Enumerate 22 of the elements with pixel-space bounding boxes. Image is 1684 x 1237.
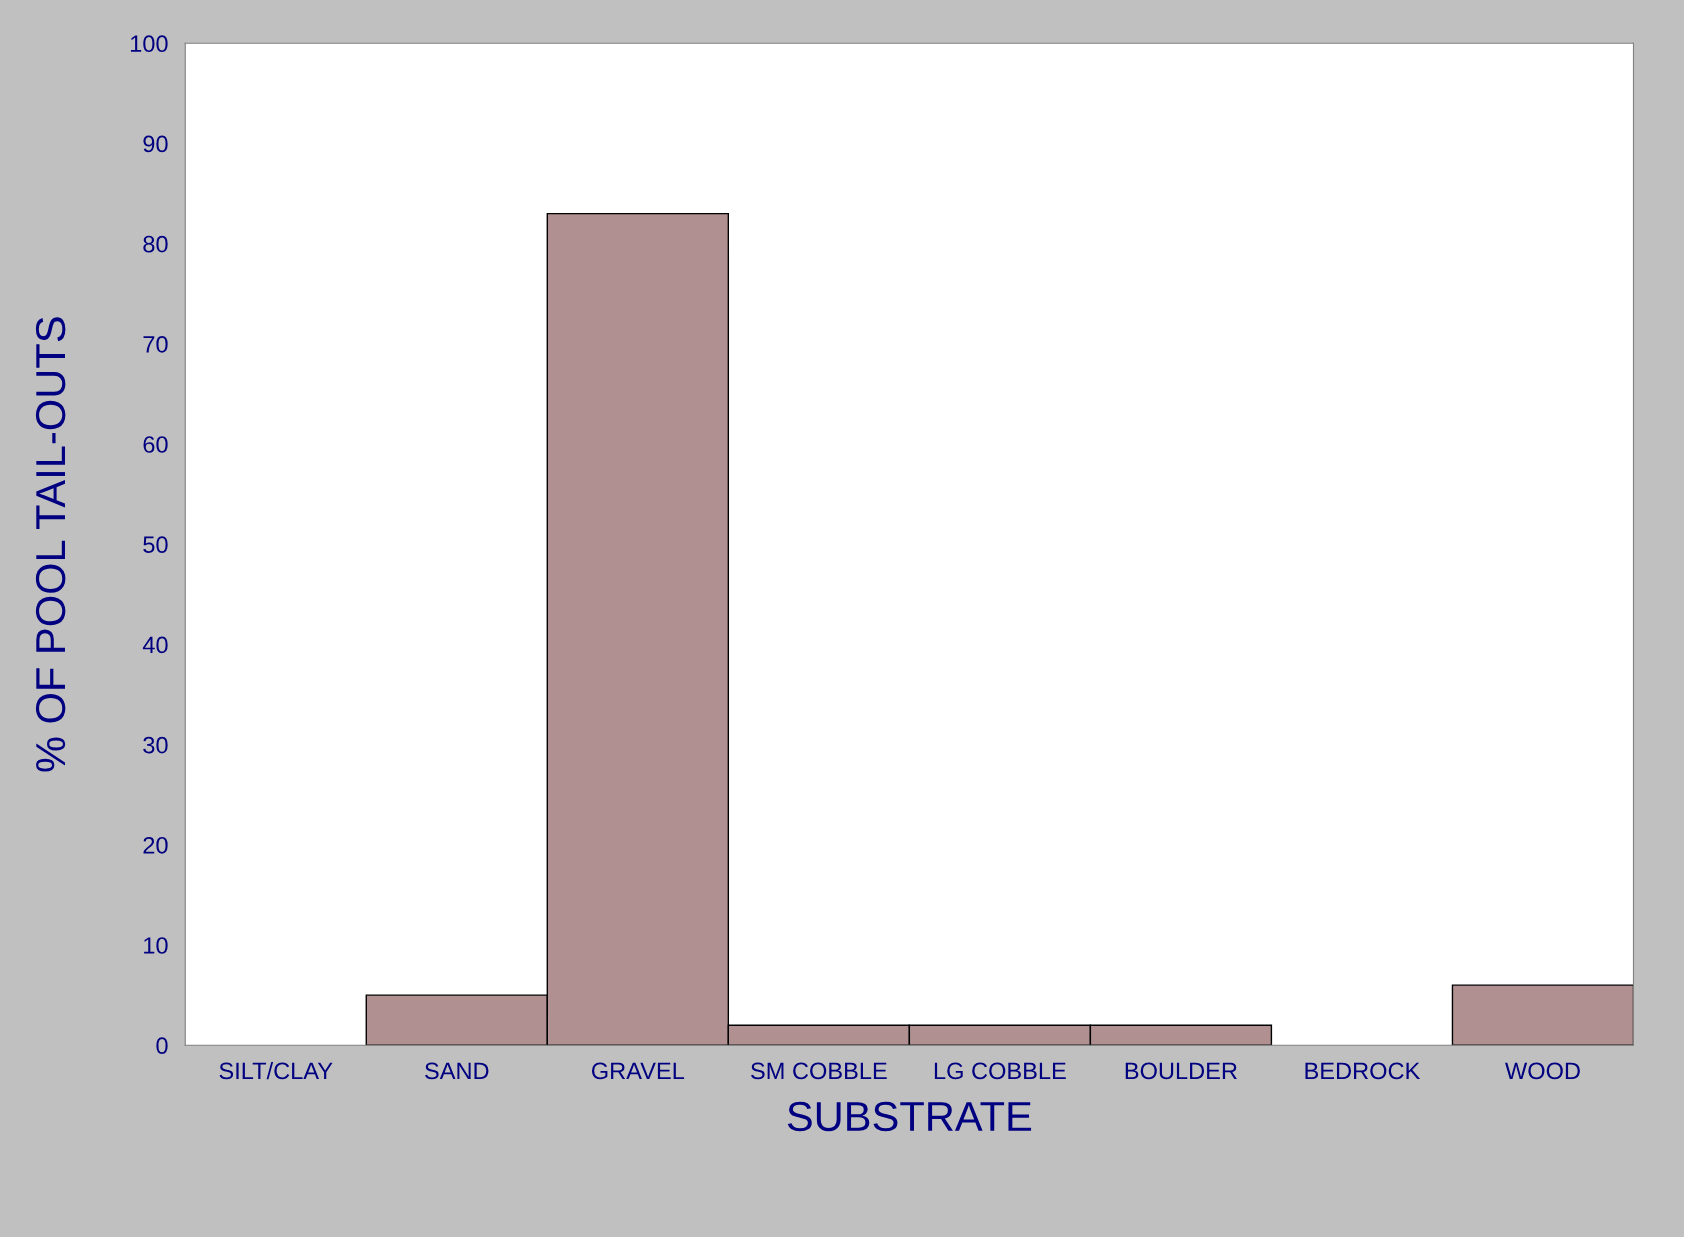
y-tick-label: 90 [143,135,168,153]
y-tick-label: 50 [143,536,168,554]
x-tick-label: LG COBBLE [934,1062,1066,1080]
x-tick-label: SILT/CLAY [219,1061,333,1080]
x-tick-label: WOOD [1505,1062,1580,1080]
x-axis-title: SUBSTRATE [787,1101,1032,1132]
y-tick-label: 80 [143,235,168,253]
y-tick-label: 20 [143,836,168,854]
y-tick-label: 100 [130,35,168,53]
y-tick-label: 10 [144,937,168,954]
y-tick-label: 30 [143,736,168,754]
y-tick-label: 70 [143,335,168,353]
y-axis-title: % OF POOL TAIL-OUTS [35,317,66,772]
y-tick-label: 60 [143,436,168,453]
x-tick-label: BEDROCK [1305,1062,1421,1080]
y-tick-label: 40 [142,636,168,654]
x-tick-label: SAND [425,1062,489,1080]
x-tick-label: SM COBBLE [751,1062,887,1080]
y-tick-label: 0 [156,1037,168,1055]
x-tick-label: BOULDER [1125,1062,1237,1080]
x-tick-label: GRAVEL [591,1062,685,1080]
bar [1451,984,1634,1046]
